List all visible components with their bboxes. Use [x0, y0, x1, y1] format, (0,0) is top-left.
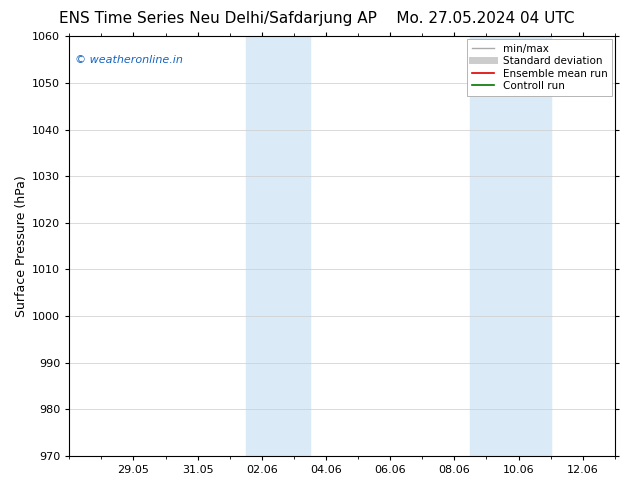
- Text: ENS Time Series Neu Delhi/Safdarjung AP    Mo. 27.05.2024 04 UTC: ENS Time Series Neu Delhi/Safdarjung AP …: [59, 11, 575, 26]
- Legend: min/max, Standard deviation, Ensemble mean run, Controll run: min/max, Standard deviation, Ensemble me…: [467, 39, 612, 96]
- Bar: [246, 36, 310, 456]
- Bar: [470, 36, 551, 456]
- Text: © weatheronline.in: © weatheronline.in: [75, 55, 183, 65]
- Y-axis label: Surface Pressure (hPa): Surface Pressure (hPa): [15, 175, 28, 317]
